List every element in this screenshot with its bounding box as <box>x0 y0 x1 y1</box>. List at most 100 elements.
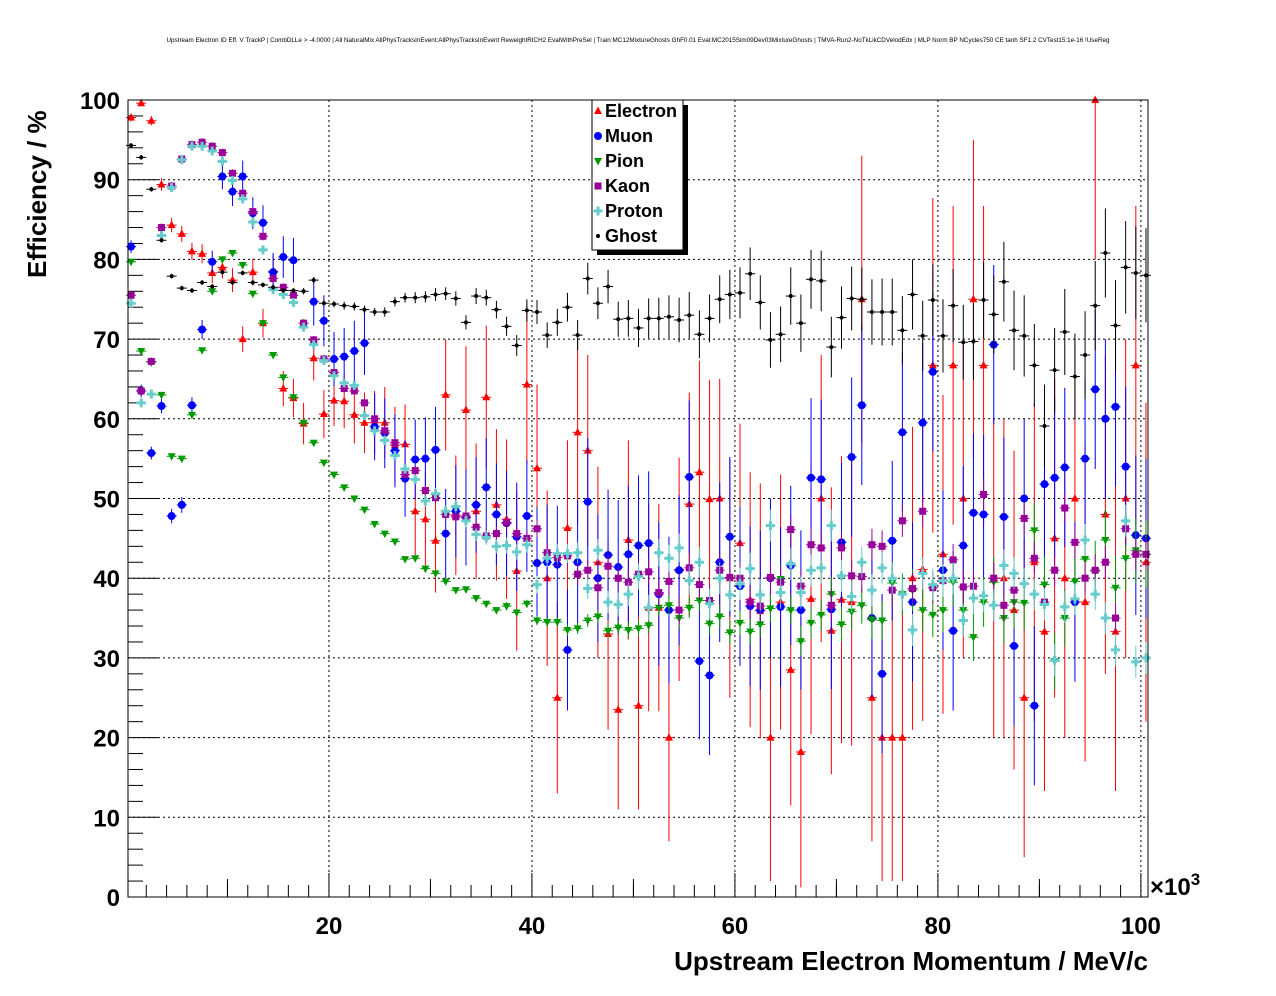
data-point <box>1100 613 1110 623</box>
data-point <box>666 314 671 319</box>
data-point <box>1133 270 1138 275</box>
data-point <box>1050 473 1059 482</box>
x-tick-label: 20 <box>316 913 343 940</box>
data-point <box>342 303 347 308</box>
data-point <box>349 380 359 390</box>
data-point <box>390 538 399 547</box>
data-point <box>1040 480 1049 489</box>
data-point <box>654 548 664 558</box>
data-point <box>575 333 580 338</box>
data-point <box>898 428 907 437</box>
data-point <box>867 585 877 595</box>
data-point <box>504 324 509 329</box>
data-point <box>756 621 765 629</box>
data-point <box>147 116 156 124</box>
x-multiplier: ×103 <box>1150 870 1200 901</box>
data-point <box>411 506 420 515</box>
data-point <box>1030 701 1039 710</box>
data-point <box>726 573 734 581</box>
data-point <box>573 548 583 558</box>
data-point <box>573 625 582 633</box>
data-point <box>614 574 622 582</box>
data-point <box>755 590 765 600</box>
data-point <box>949 626 958 635</box>
data-point <box>1101 536 1110 545</box>
data-point <box>210 284 215 289</box>
data-point <box>1091 95 1100 103</box>
data-point <box>573 427 582 436</box>
data-point <box>778 332 783 337</box>
data-point <box>1101 414 1110 423</box>
data-point <box>269 268 278 277</box>
data-point <box>613 600 623 610</box>
data-point <box>1132 550 1140 558</box>
data-point <box>969 508 978 517</box>
data-point <box>127 113 136 121</box>
data-point <box>897 589 907 599</box>
data-point <box>309 353 318 362</box>
data-point <box>352 304 357 309</box>
data-point <box>918 607 927 615</box>
data-point <box>1061 504 1069 512</box>
data-point <box>887 573 897 583</box>
data-point <box>919 507 927 515</box>
data-point <box>1009 568 1019 578</box>
y-tick-label: 40 <box>93 566 120 593</box>
data-point <box>1032 363 1037 368</box>
data-point <box>930 298 935 303</box>
data-point <box>847 592 857 602</box>
data-point <box>250 280 255 285</box>
data-point <box>758 300 763 305</box>
data-point <box>736 619 744 628</box>
data-point <box>482 600 491 609</box>
data-point <box>583 497 592 506</box>
data-point <box>563 627 572 635</box>
data-point <box>980 491 988 499</box>
data-point <box>604 562 612 570</box>
data-point <box>169 274 174 279</box>
data-point <box>786 607 795 615</box>
data-point <box>360 506 369 515</box>
data-point <box>1081 556 1090 564</box>
data-point <box>248 217 258 227</box>
data-point <box>563 523 572 531</box>
data-point <box>512 547 522 557</box>
data-point <box>1141 653 1151 663</box>
data-point <box>979 510 988 519</box>
data-point <box>1090 589 1100 599</box>
data-point <box>1019 579 1029 589</box>
data-point <box>167 453 176 461</box>
data-point <box>786 559 796 569</box>
data-point <box>147 449 156 458</box>
data-point <box>482 392 491 401</box>
data-point <box>157 402 166 411</box>
data-point <box>614 624 623 633</box>
data-point <box>441 390 450 398</box>
data-point <box>900 328 905 333</box>
data-point <box>603 597 613 607</box>
data-point <box>372 310 377 315</box>
data-point <box>167 512 176 521</box>
legend-marker-proton <box>593 206 603 216</box>
legend-marker-pion <box>594 158 602 166</box>
data-point <box>218 256 227 264</box>
data-point <box>330 471 339 480</box>
data-point <box>238 172 247 181</box>
data-point <box>137 348 146 356</box>
data-point <box>360 339 369 348</box>
data-point <box>198 249 207 257</box>
data-point <box>311 278 316 283</box>
data-point <box>299 322 309 332</box>
data-point <box>869 310 874 315</box>
data-point <box>695 657 704 666</box>
data-point <box>411 555 420 563</box>
data-point <box>340 385 348 393</box>
data-point <box>319 316 328 325</box>
data-point <box>910 292 915 297</box>
data-point <box>890 310 895 315</box>
data-point <box>1070 494 1079 502</box>
data-point <box>522 600 531 609</box>
data-point <box>269 352 278 360</box>
data-point <box>839 315 844 320</box>
data-point <box>1072 374 1077 379</box>
